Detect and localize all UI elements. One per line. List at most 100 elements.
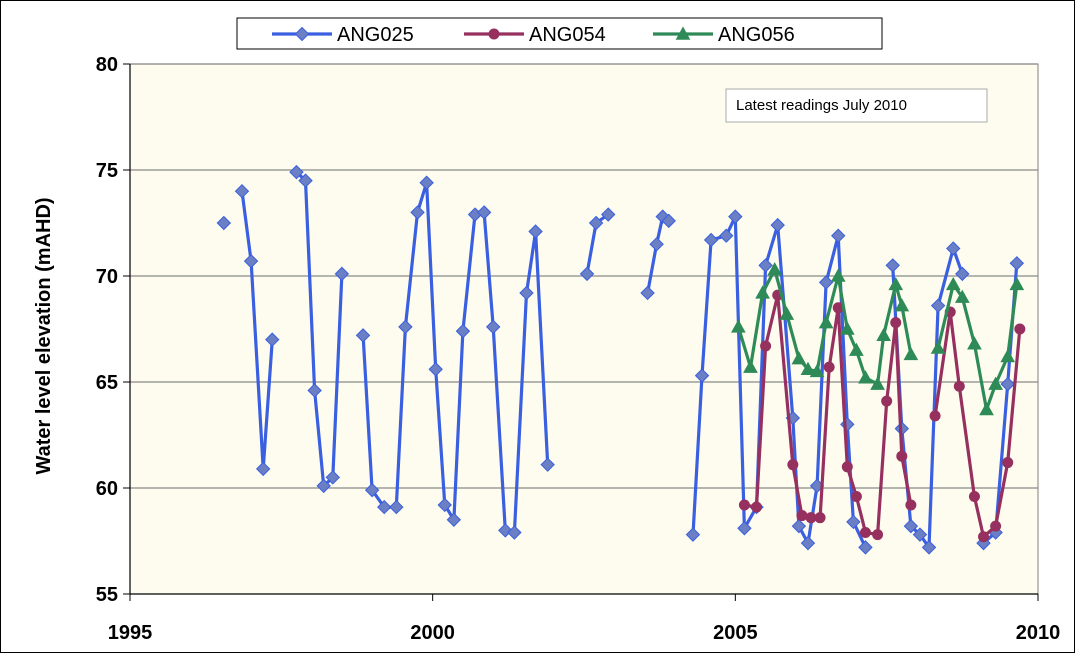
- y-tick-label: 75: [96, 160, 118, 182]
- data-point-ang025: [818, 275, 834, 290]
- data-point-ang056: [755, 285, 770, 299]
- data-point-ang056: [743, 359, 758, 373]
- y-tick-label: 60: [96, 478, 118, 500]
- data-point-ang025: [846, 514, 861, 530]
- data-point-ang025: [640, 285, 655, 301]
- data-point-ang056: [903, 346, 919, 361]
- data-point-ang025: [455, 323, 471, 339]
- data-point-ang054: [760, 340, 772, 352]
- data-point-ang054: [896, 450, 908, 462]
- data-point-ang025: [703, 232, 719, 248]
- data-point-ang025: [519, 285, 534, 301]
- data-point-ang025: [858, 540, 873, 555]
- y-tick-label: 70: [96, 266, 118, 288]
- y-tick-label: 65: [96, 372, 118, 394]
- data-point-ang025: [737, 521, 752, 536]
- data-point-ang025: [265, 332, 280, 347]
- data-point-ang056: [731, 319, 746, 333]
- data-point-ang056: [954, 289, 970, 303]
- data-point-ang054: [751, 501, 763, 513]
- data-point-ang054: [805, 512, 817, 524]
- data-point-ang056: [791, 351, 807, 365]
- data-point-ang025: [930, 298, 946, 313]
- data-point-ang025: [243, 253, 259, 269]
- data-point-ang025: [903, 518, 919, 534]
- data-point-ang054: [796, 510, 808, 522]
- series-line-ang054: [933, 310, 1022, 539]
- data-point-ang054: [850, 490, 862, 502]
- data-point-ang025: [289, 164, 304, 180]
- x-tick-label: 2005: [713, 622, 758, 644]
- data-point-ang054: [881, 395, 893, 407]
- series-group: [216, 164, 1026, 555]
- data-point-ang025: [912, 527, 928, 542]
- data-point-ang056: [1000, 349, 1016, 363]
- data-point-ang056: [988, 376, 1003, 390]
- series-ang025: [216, 164, 1025, 555]
- data-point-ang025: [588, 215, 604, 231]
- plot-area: [130, 64, 1038, 594]
- data-point-ang025: [661, 213, 676, 229]
- data-point-ang054: [872, 529, 884, 541]
- data-point-ang056: [930, 340, 946, 354]
- data-point-ang054: [1014, 323, 1026, 335]
- legend-marker-ang054: [488, 28, 500, 40]
- x-tick-label: 1995: [108, 622, 153, 644]
- data-point-ang054: [1002, 457, 1014, 469]
- data-point-ang025: [255, 461, 271, 477]
- data-point-ang025: [685, 527, 701, 542]
- data-point-ang056: [830, 268, 846, 282]
- data-point-ang025: [831, 228, 846, 243]
- data-point-ang025: [579, 266, 595, 282]
- axes: 55 60 65 70 75 80 1995 2000 2005 2010: [96, 54, 1061, 644]
- data-point-ang025: [528, 224, 543, 239]
- data-point-ang025: [364, 482, 380, 498]
- data-point-ang054: [968, 490, 980, 502]
- data-point-ang056: [870, 376, 885, 390]
- data-point-ang025: [428, 362, 443, 377]
- data-point-ang025: [946, 241, 961, 256]
- data-point-ang025: [334, 266, 350, 282]
- data-point-ang056: [809, 363, 825, 378]
- data-point-ang056: [800, 361, 816, 375]
- data-point-ang056: [767, 262, 783, 276]
- data-point-ang054: [929, 410, 941, 422]
- annotation-box: [725, 88, 988, 123]
- data-point-ang025: [1000, 376, 1015, 392]
- y-tick-label: 55: [96, 584, 118, 606]
- data-point-ang056: [894, 298, 910, 312]
- legend: ANG025 ANG054 ANG056: [236, 17, 883, 50]
- data-point-ang025: [885, 258, 900, 273]
- legend-label-ang025: ANG025: [337, 24, 414, 46]
- series-line-ang025: [891, 246, 964, 550]
- legend-box: [236, 17, 883, 50]
- y-axis-label: Water level elevation (mAHD): [33, 197, 55, 474]
- data-point-ang025: [325, 470, 340, 485]
- data-point-ang056: [967, 336, 982, 350]
- annotation: Latest readings July 2010: [725, 88, 988, 123]
- data-point-ang025: [800, 535, 816, 551]
- data-point-ang056: [945, 276, 961, 291]
- data-point-ang025: [234, 183, 250, 199]
- data-point-ang056: [858, 370, 873, 384]
- data-point-ang056: [1009, 276, 1025, 291]
- data-point-ang056: [876, 327, 891, 342]
- data-point-ang025: [728, 209, 743, 224]
- data-point-ang056: [818, 315, 834, 329]
- data-point-ang054: [859, 527, 871, 539]
- data-point-ang056: [979, 402, 994, 416]
- data-point-ang025: [649, 236, 664, 252]
- legend-marker-ang056: [675, 26, 691, 40]
- data-point-ang025: [446, 512, 462, 528]
- data-point-ang025: [355, 328, 371, 343]
- data-point-ang054: [953, 380, 965, 392]
- annotation-text: Latest readings July 2010: [736, 97, 907, 114]
- x-tick-label: 2010: [1016, 622, 1061, 644]
- series-line-ang054: [744, 293, 913, 537]
- data-point-ang054: [905, 499, 917, 511]
- data-point-ang025: [601, 207, 616, 222]
- data-point-ang025: [719, 228, 734, 243]
- data-point-ang025: [694, 368, 710, 383]
- data-point-ang025: [955, 266, 970, 282]
- legend-label-ang056: ANG056: [718, 24, 795, 46]
